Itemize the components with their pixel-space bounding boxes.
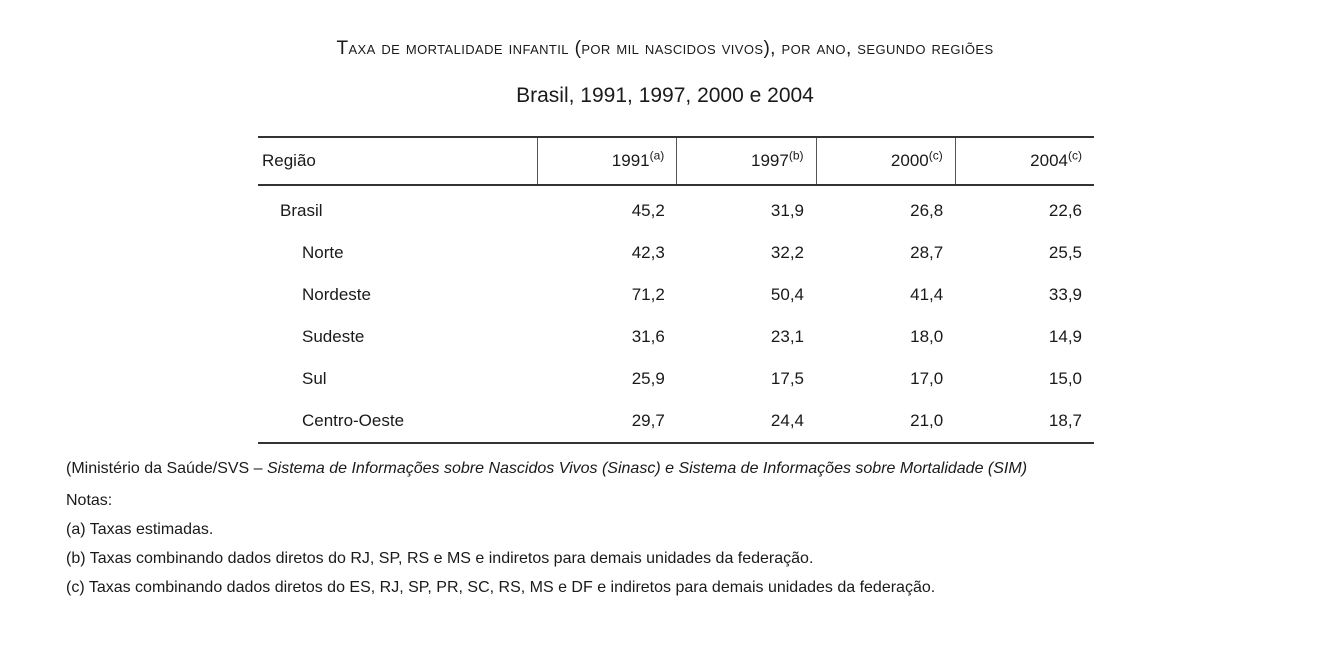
region-cell: Sudeste (302, 327, 365, 346)
year-note-marker: (c) (928, 148, 943, 163)
source-systems: Sistema de Informações sobre Nascidos Vi… (267, 460, 1028, 477)
note-item: (b) Taxas combinando dados diretos do RJ… (66, 550, 814, 567)
table-row: Brasil 45,2 31,9 26,8 22,6 (258, 185, 1094, 232)
region-cell: Sul (302, 369, 327, 388)
region-cell: Nordeste (302, 285, 371, 304)
year-column-header: 2000(c) (815, 136, 956, 186)
source-citation: (Ministério da Saúde/SVS – Sistema de In… (66, 460, 1027, 478)
year-label: 2004 (1030, 151, 1068, 170)
value-cell: 26,8 (910, 201, 944, 220)
table-header: Região 1991(a) 1997(b) 2000(c) 2004(c) (258, 136, 1094, 186)
note-item: (a) Taxas estimadas. (66, 521, 214, 538)
value-cell: 32,2 (770, 243, 805, 262)
value-cell: 24,4 (676, 400, 817, 444)
value-cell: 31,9 (770, 201, 805, 220)
source-prefix: (Ministério da Saúde/SVS – (66, 460, 267, 477)
notes-heading: Notas: (66, 492, 113, 509)
value-cell: 18,7 (955, 400, 1094, 444)
value-cell: 25,9 (631, 369, 665, 388)
year-note-marker: (a) (649, 148, 665, 163)
value-cell: 42,3 (631, 243, 665, 262)
table-row: Norte 42,3 32,2 28,7 25,5 (258, 232, 1094, 274)
year-column-header: 1997(b) (676, 136, 817, 186)
note-item: (c) Taxas combinando dados diretos do ES… (66, 579, 936, 596)
value-cell: 15,0 (1048, 369, 1082, 388)
table-row: Centro-Oeste 29,7 24,4 21,0 18,7 (258, 400, 1094, 444)
value-cell: 41,4 (910, 285, 944, 304)
table-row: Sudeste 31,6 23,1 18,0 14,9 (258, 316, 1094, 358)
value-cell: 28,7 (910, 243, 944, 262)
value-cell: 17,5 (770, 369, 805, 388)
year-label: 1997 (751, 151, 789, 170)
year-column-header: 2004(c) (954, 136, 1094, 186)
value-cell: 50,4 (770, 285, 805, 304)
value-cell: 25,5 (1048, 243, 1082, 262)
value-cell: 29,7 (537, 400, 677, 444)
region-cell: Norte (302, 243, 344, 262)
year-column-header: 1991(a) (537, 136, 677, 186)
value-cell: 33,9 (1048, 285, 1082, 304)
value-cell: 14,9 (1048, 327, 1082, 346)
value-cell: 31,6 (631, 327, 665, 346)
value-cell: 21,0 (816, 400, 956, 444)
table-body: Brasil 45,2 31,9 26,8 22,6 Norte 42,3 32… (258, 185, 1094, 444)
region-column-header: Região (258, 136, 538, 186)
table-row: Sul 25,9 17,5 17,0 15,0 (258, 358, 1094, 400)
notes-section: Notas: (a) Taxas estimadas. (b) Taxas co… (66, 486, 935, 602)
mortality-table: Região 1991(a) 1997(b) 2000(c) 2004(c) B… (258, 136, 1094, 444)
table-row: Nordeste 71,2 50,4 41,4 33,9 (258, 274, 1094, 316)
value-cell: 71,2 (631, 285, 665, 304)
year-label: 2000 (890, 151, 929, 170)
value-cell: 18,0 (910, 327, 944, 346)
value-cell: 23,1 (770, 327, 805, 346)
region-cell: Brasil (280, 201, 323, 220)
value-cell: 45,2 (631, 201, 665, 220)
value-cell: 17,0 (910, 369, 944, 388)
region-cell: Centro-Oeste (258, 400, 538, 444)
year-note-marker: (c) (1068, 148, 1082, 163)
year-label: 1991 (611, 151, 650, 170)
value-cell: 22,6 (1048, 201, 1082, 220)
page-subtitle: Brasil, 1991, 1997, 2000 e 2004 (516, 84, 814, 107)
year-note-marker: (b) (788, 148, 804, 163)
header-row: Região 1991(a) 1997(b) 2000(c) 2004(c) (258, 136, 1094, 186)
page-title: Taxa de mortalidade infantil (por mil na… (336, 38, 994, 59)
